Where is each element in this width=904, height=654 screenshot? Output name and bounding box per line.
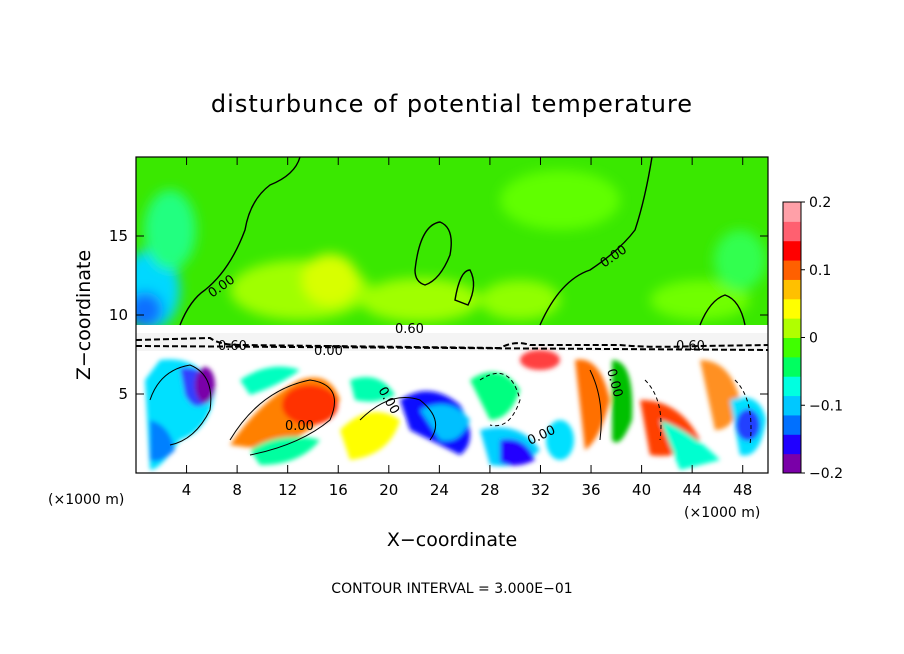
contour-interval-note: CONTOUR INTERVAL = 3.000E−01 [331, 581, 572, 597]
colorbar-tick-label: 0 [809, 331, 818, 347]
colorbar-swatch [783, 376, 801, 397]
contour-label: 0.00 [285, 419, 314, 434]
x-tick-label: 8 [232, 481, 242, 499]
y-axis: 5 10 15 [109, 227, 768, 403]
colorbar-swatch [783, 434, 801, 455]
colorbar-tick-label: −0.2 [809, 466, 843, 482]
x-tick-label: 12 [278, 481, 297, 499]
colorbar-tick-label: −0.1 [809, 398, 843, 414]
contour-label: 0.60 [676, 339, 705, 354]
x-tick-label: 24 [430, 481, 449, 499]
x-tick-label: 44 [683, 481, 702, 499]
x-axis-label: X−coordinate [387, 529, 517, 551]
upper-layer-patches [136, 170, 766, 330]
colorbar: 0.2 0.1 0 −0.1 −0.2 [782, 195, 843, 482]
colorbar-swatch [783, 260, 801, 280]
colorbar-swatch [783, 337, 801, 358]
x-tick-label: 36 [581, 481, 600, 499]
x-tick-label: 32 [531, 481, 550, 499]
x-tick-label: 16 [329, 481, 348, 499]
heatmap-field: 0.00 0.00 0.00 0.60 0.60 0.00 0.00 0.60 … [136, 157, 768, 473]
colorbar-swatch [783, 279, 801, 300]
x-axis: 4 8 12 16 20 24 28 32 36 40 44 48 [182, 157, 752, 499]
lower-layer-patches [145, 350, 766, 470]
x-unit-label: (×1000 m) [684, 505, 760, 521]
x-tick-label: 28 [480, 481, 499, 499]
contour-label: 0.00 [603, 367, 625, 399]
contour-label: 0.60 [395, 322, 424, 337]
y-unit-label: (×1000 m) [48, 492, 124, 508]
colorbar-swatch [783, 318, 801, 338]
band-contours [136, 336, 768, 351]
colorbar-swatch [783, 395, 801, 416]
colorbar-swatch [783, 240, 801, 261]
colorbar-swatch [783, 453, 801, 474]
x-tick-label: 48 [733, 481, 752, 499]
y-tick-label: 15 [109, 227, 128, 245]
colorbar-swatch [783, 414, 801, 435]
x-tick-label: 40 [632, 481, 651, 499]
colorbar-swatch [783, 298, 801, 319]
upper-contours [179, 157, 746, 326]
colorbar-swatch [783, 356, 801, 377]
colorbar-swatch [783, 221, 801, 242]
contour-label: 0.00 [314, 344, 343, 359]
y-tick-label: 10 [109, 306, 128, 324]
contour-label: 0.60 [218, 339, 247, 354]
x-tick-label: 4 [182, 481, 192, 499]
x-tick-label: 20 [379, 481, 398, 499]
lower-contours [149, 364, 752, 456]
y-tick-label: 5 [118, 385, 128, 403]
colorbar-swatch [783, 202, 801, 222]
chart-title: disturbunce of potential temperature [211, 90, 693, 118]
colorbar-tick-label: 0.1 [809, 263, 831, 279]
colorbar-tick-label: 0.2 [809, 195, 831, 211]
y-axis-label: Z−coordinate [73, 250, 95, 380]
